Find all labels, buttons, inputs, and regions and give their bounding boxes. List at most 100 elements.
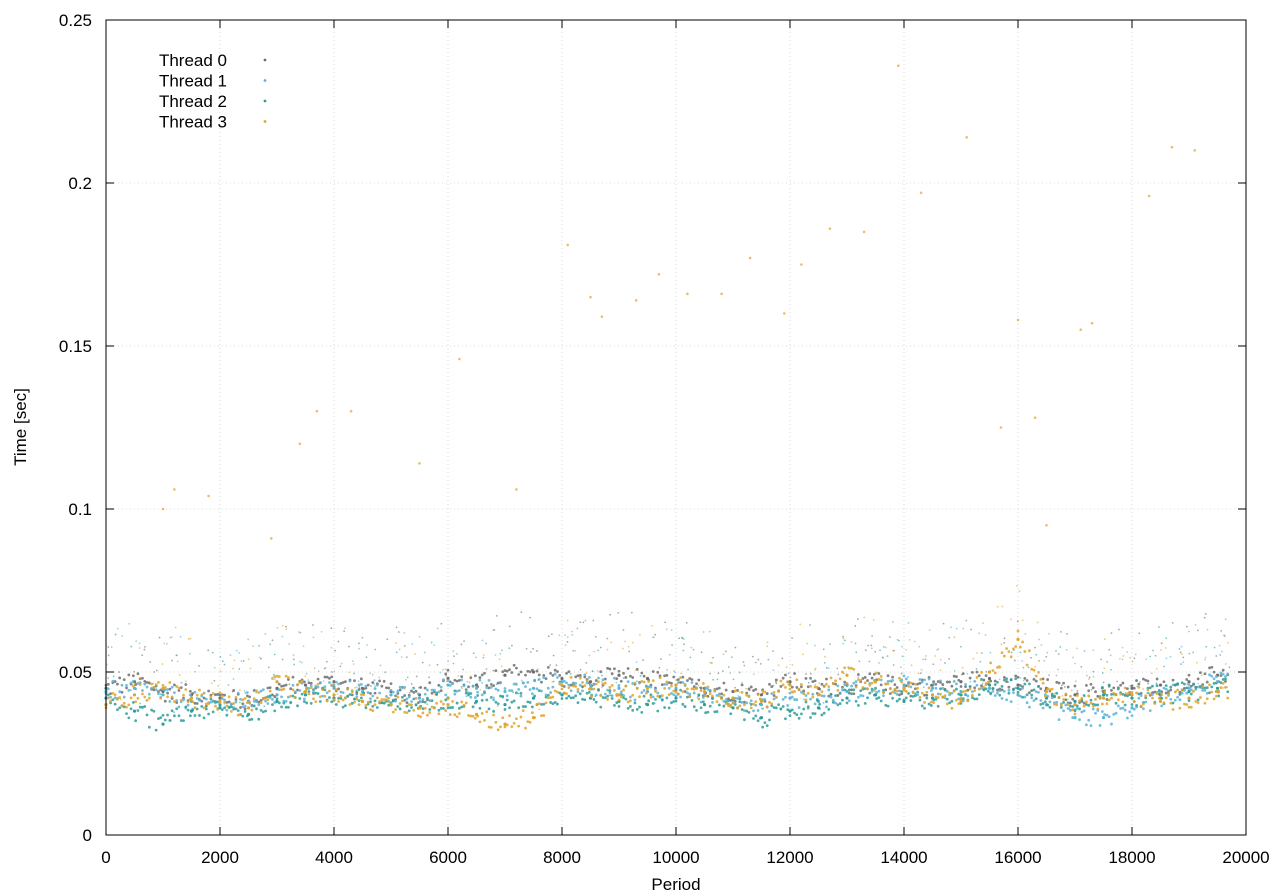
data-point <box>221 660 224 663</box>
data-point <box>683 705 687 708</box>
data-point <box>1185 691 1189 695</box>
data-point <box>303 693 308 697</box>
data-point <box>302 690 306 694</box>
data-point <box>330 700 334 704</box>
data-point <box>544 677 548 681</box>
data-point <box>1165 637 1168 640</box>
data-point <box>243 707 247 711</box>
data-point <box>131 679 135 683</box>
data-point <box>761 692 764 695</box>
data-point <box>530 692 534 696</box>
data-point <box>1034 697 1038 701</box>
data-point <box>1164 696 1168 700</box>
data-point <box>184 688 188 691</box>
data-point <box>171 659 173 662</box>
data-point <box>503 708 507 711</box>
data-point <box>818 682 821 685</box>
data-point <box>831 698 835 702</box>
data-point <box>1053 702 1056 706</box>
data-point <box>939 692 942 696</box>
data-point <box>537 702 541 706</box>
data-point <box>1071 708 1075 712</box>
data-point <box>357 680 360 683</box>
data-point <box>727 666 730 668</box>
data-point <box>578 676 582 680</box>
data-point <box>106 696 110 700</box>
data-point <box>651 695 655 699</box>
data-point <box>768 682 771 686</box>
data-point <box>888 636 891 638</box>
data-point <box>976 651 978 654</box>
data-point <box>227 706 231 709</box>
data-point <box>1126 692 1129 696</box>
data-point <box>585 679 589 683</box>
data-point <box>495 683 498 686</box>
data-point <box>1002 654 1006 658</box>
data-point <box>173 700 176 703</box>
data-point <box>469 692 473 695</box>
data-point <box>517 724 521 728</box>
data-point <box>1130 684 1134 688</box>
data-point <box>264 699 267 703</box>
data-point <box>1130 703 1134 706</box>
data-point <box>152 688 156 692</box>
data-point <box>599 694 603 697</box>
data-point <box>480 698 484 702</box>
data-point <box>802 689 806 693</box>
data-point <box>296 683 299 687</box>
data-point <box>1094 697 1097 701</box>
data-point <box>417 696 422 700</box>
outlier-point <box>862 230 866 234</box>
data-point <box>1071 716 1075 719</box>
data-point <box>1038 660 1040 662</box>
data-point <box>1072 656 1074 659</box>
data-point <box>328 696 331 699</box>
data-point <box>857 678 860 681</box>
data-point <box>793 698 796 701</box>
data-point <box>847 666 851 670</box>
data-point <box>528 688 532 691</box>
data-point <box>1171 708 1175 711</box>
data-point <box>248 718 252 722</box>
data-point <box>911 695 915 698</box>
data-point <box>453 713 457 717</box>
data-point <box>382 679 386 683</box>
data-point <box>1059 703 1063 707</box>
data-point <box>136 709 140 712</box>
data-point <box>1041 706 1045 710</box>
data-point <box>428 681 432 685</box>
data-point <box>1160 642 1163 645</box>
data-point <box>277 688 281 692</box>
data-point <box>585 662 588 664</box>
data-point <box>581 689 584 693</box>
data-point <box>232 702 236 705</box>
data-point <box>1061 684 1063 687</box>
data-point <box>1194 686 1198 689</box>
data-point <box>1215 680 1220 684</box>
data-point <box>699 686 703 690</box>
data-point <box>136 672 140 676</box>
data-point <box>957 692 961 696</box>
data-point <box>230 709 233 713</box>
data-point <box>1018 645 1022 649</box>
data-point <box>289 701 293 705</box>
data-point <box>745 709 749 713</box>
data-point <box>968 676 972 680</box>
data-point <box>357 703 361 707</box>
data-point <box>1019 651 1022 654</box>
data-point <box>542 702 546 706</box>
data-point <box>1007 681 1010 684</box>
data-point <box>861 677 865 680</box>
data-point <box>1005 680 1008 683</box>
data-point <box>626 667 630 670</box>
data-point <box>111 679 115 683</box>
data-point <box>384 671 387 674</box>
data-point <box>389 693 393 697</box>
data-point <box>1074 680 1077 683</box>
data-point <box>900 678 904 682</box>
data-point <box>558 634 561 637</box>
data-point <box>489 725 493 729</box>
data-point <box>786 708 790 712</box>
data-point <box>526 700 530 704</box>
data-point <box>644 684 648 688</box>
